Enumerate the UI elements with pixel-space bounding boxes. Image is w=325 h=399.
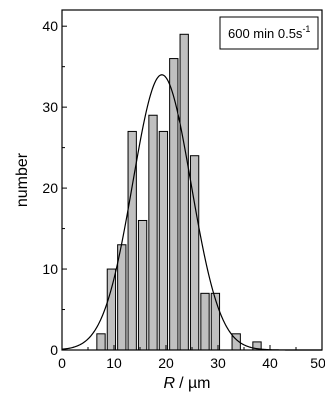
histogram-bar [117, 244, 127, 351]
y-tick-label: 30 [42, 99, 58, 115]
x-tick-label: 10 [106, 355, 122, 371]
x-tick-label: 50 [310, 355, 325, 371]
y-tick-label: 10 [42, 261, 58, 277]
histogram-bar [200, 292, 210, 351]
y-tick-label: 40 [42, 18, 58, 34]
x-axis-unit: / µm [179, 375, 210, 392]
y-tick-label: 0 [50, 342, 58, 358]
x-axis-title: R / µm [164, 375, 211, 392]
legend-box: 600 min 0.5s-1 [219, 16, 319, 50]
y-tick-label: 20 [42, 180, 58, 196]
histogram-bar [210, 292, 221, 351]
histogram-bar [179, 33, 189, 351]
legend-frame [219, 16, 319, 50]
x-tick-label: 40 [262, 355, 278, 371]
x-axis-symbol: R [164, 375, 176, 392]
histogram-bar [127, 130, 137, 351]
histogram-bar [158, 130, 169, 351]
y-ticks: 0 10 20 30 40 [42, 18, 67, 358]
x-tick-label: 20 [158, 355, 174, 371]
x-ticks: 0 10 20 30 40 50 [58, 345, 325, 371]
legend-superscript: -1 [302, 24, 310, 34]
legend-label: 600 min 0.5s-1 [228, 24, 310, 41]
x-tick-label: 30 [210, 355, 226, 371]
histogram-bar [137, 219, 148, 351]
histogram-bar [169, 58, 179, 351]
bars-group [96, 33, 262, 351]
y-axis-title: number [14, 152, 31, 207]
legend-main-text: 600 min 0.5s [228, 26, 303, 41]
histogram-bar [106, 268, 117, 351]
x-tick-label: 0 [58, 355, 66, 371]
histogram-bar [148, 114, 158, 351]
histogram-bar [96, 333, 106, 351]
